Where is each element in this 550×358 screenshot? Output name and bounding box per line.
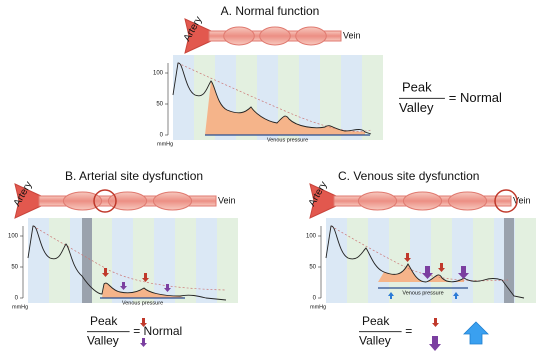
phase-band [28, 218, 49, 303]
venous-label: Venous pressure [267, 137, 308, 143]
vessel: Artery Vein [182, 15, 361, 54]
y-tick-label: 100 [8, 234, 19, 240]
ratio-formula: Peak Valley = Normal [399, 79, 502, 115]
stenosis-bulge [62, 191, 103, 211]
phase-band [341, 55, 362, 140]
pressure-chart: 100 50 0 mmHg Venous pressure [153, 55, 383, 147]
panel-title: B. Arterial site dysfunction [65, 169, 203, 183]
y-tick-label: 50 [11, 265, 18, 271]
occlusion-band [504, 218, 514, 303]
y-tick-label: 100 [153, 71, 164, 77]
phase-band [112, 218, 133, 303]
unit-label: mmHg [310, 304, 326, 310]
stenosis-bulge [223, 26, 255, 46]
y-tick-label: 0 [313, 296, 317, 302]
venous-label: Venous pressure [402, 290, 443, 296]
valley-arrow [429, 336, 441, 351]
panel-title: C. Venous site dysfunction [338, 169, 479, 183]
phase-band [473, 218, 494, 303]
stenosis-bulge [357, 191, 398, 211]
valley-arrow [164, 284, 171, 292]
valley-arrow [458, 266, 469, 279]
vessel: Artery Vein [307, 180, 531, 219]
vein-label: Vein [343, 30, 361, 40]
phase-band [91, 218, 112, 303]
valley-label: Valley [399, 100, 434, 115]
stenosis-bulge [152, 191, 193, 211]
stenosis-bulge [295, 26, 327, 46]
envelope-line [330, 225, 509, 282]
phase-band [452, 218, 473, 303]
envelope-line [177, 62, 372, 132]
result-label: = [405, 324, 412, 338]
y-tick-label: 100 [306, 234, 317, 240]
result-label: = Normal [449, 90, 502, 105]
vessel: Artery Vein [12, 180, 236, 219]
stenosis-bulge [259, 26, 291, 46]
venous-label: Venous pressure [122, 300, 163, 306]
result-arrow [463, 321, 489, 345]
valley-arrow [120, 282, 127, 290]
peak-label: Peak [362, 314, 390, 328]
peak-arrow [432, 318, 439, 327]
artery-funnel [14, 183, 42, 219]
panel-title: A. Normal function [221, 4, 320, 18]
peak-label: Peak [402, 79, 432, 94]
dampened-area [102, 283, 185, 298]
phase-band [133, 218, 154, 303]
phase-band [362, 55, 383, 140]
valley-label: Valley [359, 333, 391, 347]
valley-arrow [140, 338, 147, 347]
phase-band [175, 218, 196, 303]
phase-band [326, 218, 347, 303]
ratio-formula: Peak Valley = [359, 314, 489, 351]
phase-band [320, 55, 341, 140]
y-tick-label: 50 [309, 265, 316, 271]
pressure-wave [27, 225, 227, 301]
y-tick-label: 0 [160, 133, 164, 139]
phase-band [49, 218, 70, 303]
venous-arrow [453, 292, 459, 299]
stenosis-bulge [107, 191, 148, 211]
ratio-formula: Peak Valley = Normal [87, 314, 182, 347]
phase-band [368, 218, 389, 303]
peak-arrow [140, 318, 147, 327]
vein-label: Vein [218, 195, 236, 205]
phase-band [173, 55, 194, 140]
occlusion-band [82, 218, 92, 303]
vein-label: Vein [513, 195, 531, 205]
pressure-wave [325, 225, 525, 299]
y-tick-label: 0 [15, 296, 19, 302]
unit-label: mmHg [12, 304, 28, 310]
peak-arrow [438, 263, 445, 272]
peak-label: Peak [90, 314, 118, 328]
peak-arrow [404, 253, 411, 262]
venous-arrow [388, 292, 394, 299]
peak-arrow [102, 268, 109, 277]
artery-funnel [309, 183, 337, 219]
dysfunction-circle [494, 189, 518, 213]
peak-arrow [142, 273, 149, 282]
pressure-wave [172, 62, 372, 135]
artery-funnel [184, 18, 212, 54]
phase-band [515, 218, 536, 303]
pressure-chart: 100 50 0 mmHg Venous pressure [306, 218, 536, 310]
result-label: = Normal [133, 324, 182, 338]
stenosis-bulge [402, 191, 443, 211]
valley-label: Valley [87, 333, 119, 347]
y-tick-label: 50 [156, 102, 163, 108]
pressure-chart: 100 50 0 mmHg Venous pressure [8, 218, 238, 310]
phase-band [217, 218, 238, 303]
valley-arrow [422, 266, 433, 279]
stenosis-bulge [447, 191, 488, 211]
dampened-area [205, 81, 365, 135]
unit-label: mmHg [157, 141, 173, 147]
dampened-area [378, 264, 464, 282]
dysfunction-circle [93, 189, 117, 213]
phase-band [347, 218, 368, 303]
phase-band [196, 218, 217, 303]
phase-band [154, 218, 175, 303]
